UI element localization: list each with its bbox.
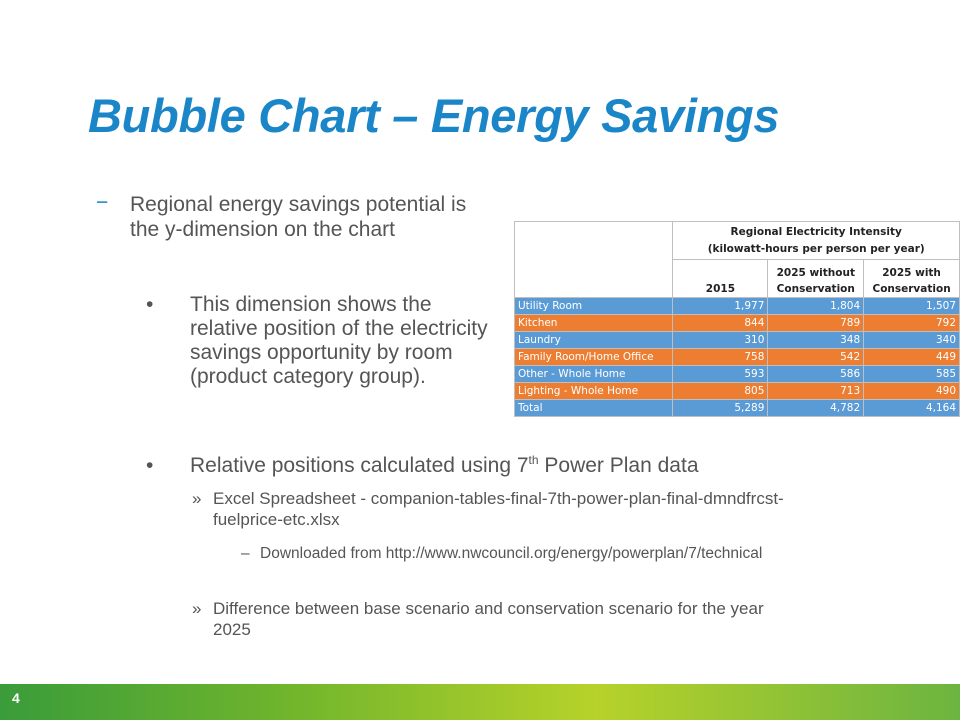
- table-row: Laundry 310 348 340: [513, 331, 960, 349]
- table-corner-cell: [513, 221, 674, 298]
- table-title: Regional Electricity Intensity: [730, 225, 902, 238]
- dot-bullet-marker: •: [146, 293, 154, 316]
- bullet-dimension-description: • This dimension shows the relative posi…: [146, 293, 491, 389]
- cell-2025-with: 792: [863, 314, 960, 332]
- bullet-text: This dimension shows the relative positi…: [190, 293, 488, 388]
- cell-2025-with: 449: [863, 348, 960, 366]
- table-row: Other - Whole Home 593 586 585: [513, 365, 960, 383]
- cell-2025-without: 586: [767, 365, 865, 383]
- bullet-energy-savings: − Regional energy savings potential is t…: [96, 191, 496, 242]
- dot-bullet-marker: •: [146, 454, 154, 477]
- cell-2015: 5,289: [672, 399, 769, 417]
- cell-2025-with: 4,164: [863, 399, 960, 417]
- bullet-relative-positions: • Relative positions calculated using 7t…: [146, 454, 866, 478]
- cell-2025-with: 340: [863, 331, 960, 349]
- cell-2015: 758: [672, 348, 769, 366]
- row-label: Utility Room: [513, 297, 674, 315]
- column-header-2025-with: 2025 with Conservation: [863, 259, 960, 298]
- cell-2025-without: 789: [767, 314, 865, 332]
- row-label: Lighting - Whole Home: [513, 382, 674, 400]
- column-header-2015: 2015: [672, 259, 769, 298]
- row-label: Other - Whole Home: [513, 365, 674, 383]
- page-number: 4: [12, 690, 20, 706]
- cell-2025-without: 1,804: [767, 297, 865, 315]
- slide-title: Bubble Chart – Energy Savings: [88, 89, 780, 142]
- cell-2025-with: 490: [863, 382, 960, 400]
- cell-2025-without: 542: [767, 348, 865, 366]
- table-subtitle: (kilowatt-hours per person per year): [707, 242, 925, 255]
- table-title-cell: Regional Electricity Intensity (kilowatt…: [672, 221, 960, 260]
- column-header-2025-without: 2025 without Conservation: [767, 259, 865, 298]
- bullet-text: Difference between base scenario and con…: [213, 599, 764, 639]
- cell-2015: 593: [672, 365, 769, 383]
- table-row: Kitchen 844 789 792: [513, 314, 960, 332]
- cell-2025-without: 713: [767, 382, 865, 400]
- bullet-text: Regional energy savings potential is the…: [130, 193, 467, 241]
- bullet-text-part: Power Plan data: [538, 454, 699, 477]
- chevron-bullet-marker: »: [192, 599, 202, 618]
- cell-2025-without: 348: [767, 331, 865, 349]
- superscript: th: [528, 453, 539, 467]
- bullet-text: Relative positions calculated using 7th …: [190, 454, 866, 478]
- cell-2025-without: 4,782: [767, 399, 865, 417]
- cell-2025-with: 1,507: [863, 297, 960, 315]
- table-row: Utility Room 1,977 1,804 1,507: [513, 297, 960, 315]
- cell-2015: 805: [672, 382, 769, 400]
- dash-bullet-marker: −: [96, 191, 109, 214]
- cell-2015: 310: [672, 331, 769, 349]
- chevron-bullet-marker: »: [192, 489, 202, 508]
- table-total-row: Total 5,289 4,782 4,164: [513, 399, 960, 417]
- row-label: Kitchen: [513, 314, 674, 332]
- electricity-intensity-table: Regional Electricity Intensity (kilowatt…: [513, 221, 960, 417]
- bullet-text: Downloaded from http://www.nwcouncil.org…: [260, 545, 763, 562]
- footer-bar: [0, 684, 960, 720]
- sub-bullet-spreadsheet: » Excel Spreadsheet - companion-tables-f…: [192, 488, 842, 530]
- row-label: Family Room/Home Office: [513, 348, 674, 366]
- sub-bullet-difference: » Difference between base scenario and c…: [192, 598, 792, 640]
- cell-2025-with: 585: [863, 365, 960, 383]
- table-column-header-row: 2015 2025 without Conservation 2025 with C…: [515, 259, 960, 298]
- table-header-row: Regional Electricity Intensity (kilowatt…: [513, 221, 960, 298]
- row-label: Laundry: [513, 331, 674, 349]
- bullet-text: Excel Spreadsheet - companion-tables-fin…: [213, 489, 784, 529]
- bullet-text-part: Relative positions calculated using 7: [190, 454, 529, 477]
- cell-2015: 1,977: [672, 297, 769, 315]
- row-label: Total: [513, 399, 674, 417]
- sub-sub-bullet-download: – Downloaded from http://www.nwcouncil.o…: [241, 544, 801, 564]
- dash-bullet-marker: –: [241, 545, 250, 562]
- table-row: Family Room/Home Office 758 542 449: [513, 348, 960, 366]
- cell-2015: 844: [672, 314, 769, 332]
- table-row: Lighting - Whole Home 805 713 490: [513, 382, 960, 400]
